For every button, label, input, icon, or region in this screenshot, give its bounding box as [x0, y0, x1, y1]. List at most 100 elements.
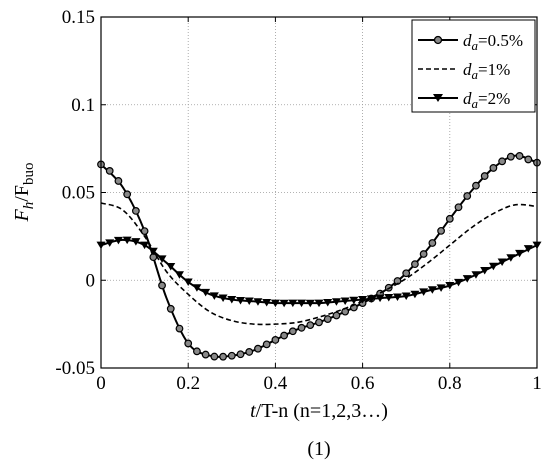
data-point-circle: [341, 307, 350, 316]
data-point-triangle: [515, 249, 525, 258]
data-point-circle: [463, 192, 472, 200]
data-point-circle: [332, 311, 341, 320]
data-point-triangle: [349, 296, 359, 305]
data-point-circle: [219, 352, 227, 361]
data-point-triangle: [410, 290, 420, 299]
y-axis-label-F: F: [11, 208, 33, 222]
data-point-triangle: [227, 296, 237, 304]
data-point-circle: [201, 350, 210, 359]
data-point-triangle: [427, 286, 437, 294]
x-tick-label: 0.4: [264, 373, 288, 394]
data-point-triangle: [497, 258, 507, 266]
data-point-circle: [123, 190, 132, 199]
data-point-triangle: [192, 284, 202, 292]
legend-box: [411, 19, 536, 113]
x-tick-label: 0.2: [176, 373, 200, 394]
data-point-circle: [271, 336, 280, 344]
data-point-circle: [262, 340, 271, 349]
data-point-triangle: [174, 271, 184, 279]
y-axis-label: Fh/Fbuo: [11, 163, 37, 223]
y-tick-label: 0.1: [71, 95, 95, 116]
data-point-triangle: [392, 293, 402, 301]
data-point-triangle: [183, 278, 193, 287]
data-point-triangle: [236, 297, 246, 305]
data-point-circle: [306, 321, 315, 330]
data-point-triangle: [340, 297, 350, 305]
data-point-triangle: [148, 247, 158, 256]
data-point-circle: [140, 227, 149, 236]
data-point-circle: [105, 166, 114, 175]
data-point-circle: [515, 152, 524, 160]
data-point-circle: [175, 324, 184, 333]
y-tick-label: 0.15: [62, 7, 95, 28]
legend: da=0.5% da=1% da=2%: [411, 19, 536, 113]
y-tick-label: 0: [86, 270, 96, 291]
data-point-triangle: [201, 288, 211, 297]
data-point-triangle: [358, 296, 368, 304]
data-point-triangle: [419, 288, 429, 296]
data-point-triangle: [375, 294, 385, 303]
data-point-circle: [131, 207, 140, 215]
data-point-triangle: [331, 298, 341, 306]
data-point-circle: [411, 260, 419, 269]
data-point-triangle: [297, 299, 307, 308]
data-point-triangle: [445, 282, 455, 290]
data-point-triangle: [323, 298, 333, 307]
y-axis-label-h: h: [21, 202, 37, 210]
data-point-triangle: [454, 278, 464, 287]
y-axis-label-slash: /F: [11, 185, 33, 202]
x-tick-label: 0.6: [351, 373, 375, 394]
data-point-circle: [489, 164, 498, 172]
data-point-circle: [158, 281, 166, 290]
data-point-triangle: [113, 236, 123, 245]
data-point-triangle: [401, 292, 411, 301]
data-point-circle: [288, 327, 297, 336]
data-point-circle: [437, 226, 445, 235]
data-point-triangle: [314, 299, 324, 308]
data-point-circle: [323, 315, 332, 323]
legend-item-0: da=0.5%: [418, 31, 523, 53]
legend-marker-0: [433, 35, 443, 45]
data-point-triangle: [209, 292, 219, 300]
data-point-triangle: [140, 241, 150, 250]
data-point-triangle: [279, 299, 289, 308]
x-tick-label: 0: [96, 373, 106, 394]
legend-marker-2: [433, 94, 443, 102]
y-tick-label: -0.05: [55, 358, 95, 379]
data-point-circle: [419, 250, 428, 258]
data-point-circle: [297, 323, 306, 332]
data-point-triangle: [305, 299, 315, 308]
data-point-circle: [454, 203, 463, 212]
legend-label-0: da=0.5%: [463, 31, 523, 53]
legend-item-2: da=2%: [418, 89, 510, 111]
data-point-triangle: [105, 239, 115, 247]
data-point-triangle: [218, 294, 228, 303]
data-point-circle: [114, 177, 123, 185]
data-point-triangle: [506, 254, 516, 262]
data-point-triangle: [270, 299, 280, 308]
data-point-triangle: [471, 271, 481, 279]
data-point-circle: [445, 214, 454, 223]
series-layer: [96, 152, 542, 361]
x-axis-label-rest: /T-n (n=1,2,3…): [256, 400, 388, 422]
data-point-circle: [254, 344, 262, 353]
data-point-circle: [280, 331, 289, 340]
y-tick-label: 0.05: [62, 183, 95, 204]
data-point-circle: [498, 157, 507, 166]
data-point-circle: [193, 347, 201, 356]
data-point-circle: [227, 351, 236, 360]
data-point-triangle: [244, 297, 254, 306]
data-point-circle: [524, 155, 533, 164]
data-point-triangle: [523, 245, 533, 253]
series-2: [96, 236, 542, 308]
data-point-circle: [402, 269, 411, 278]
data-point-triangle: [262, 298, 272, 307]
data-point-circle: [245, 348, 254, 356]
x-axis-label-italic: t: [250, 400, 256, 422]
data-point-circle: [315, 318, 323, 327]
data-point-circle: [472, 181, 480, 190]
legend-item-1: da=1%: [418, 60, 510, 82]
data-point-triangle: [488, 262, 498, 271]
